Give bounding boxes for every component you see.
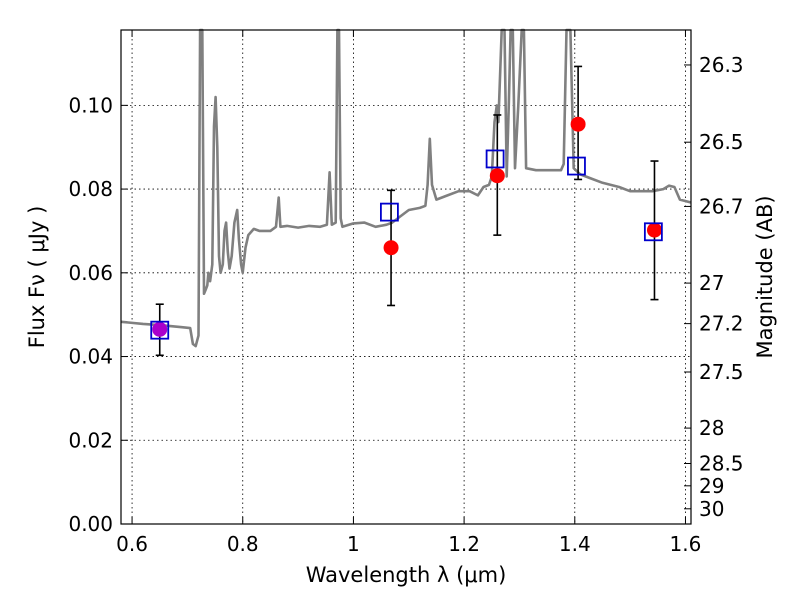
magnitude-tick-label: 26.5 [699, 130, 744, 154]
magnitude-tick-label: 26.3 [699, 53, 744, 77]
model-flux-square [567, 156, 586, 176]
model-spectrum [120, 28, 692, 348]
x-axis-label: Wavelength λ (μm) [306, 563, 507, 587]
observed-flux-point [489, 168, 505, 184]
y-axis-label: Flux Fν ( μJy ) [25, 206, 49, 349]
magnitude-tick-label: 26.7 [699, 194, 744, 218]
magnitude-tick-label: 27.2 [699, 312, 744, 336]
model-flux-square [379, 202, 399, 222]
x-tick-label: 1 [347, 532, 360, 556]
x-tick-label: 1.2 [448, 532, 480, 556]
data-points [150, 116, 663, 340]
y-tick-label: 0.10 [68, 93, 113, 117]
spectrum-line [120, 28, 692, 348]
x-axis-ticks: 0.6 0.8 1 1.2 1.4 1.6 [116, 30, 701, 556]
y-tick-label: 0.06 [68, 261, 113, 285]
observed-flux-point [570, 116, 586, 132]
y-tick-label: 0.08 [68, 177, 113, 201]
x-tick-label: 0.8 [227, 532, 259, 556]
plot-frame [120, 29, 692, 525]
plot-area-background [121, 30, 691, 524]
magnitude-tick-label: 28.5 [699, 451, 744, 475]
y-tick-label: 0.04 [68, 345, 113, 369]
model-flux-square [643, 222, 663, 242]
y-axis-ticks: 0.00 0.02 0.04 0.06 0.08 0.10 [68, 93, 128, 536]
x-tick-label: 0.6 [116, 532, 148, 556]
y-tick-label: 0.02 [68, 428, 113, 452]
magnitude-tick-label: 27 [699, 271, 724, 295]
magnitude-axis-label: Magnitude (AB) [753, 195, 777, 358]
observed-flux-point [646, 222, 662, 238]
magnitude-tick-label: 27.5 [699, 360, 744, 384]
x-tick-label: 1.6 [670, 532, 702, 556]
model-flux-square [150, 320, 170, 340]
magnitude-tick-label: 28 [699, 416, 724, 440]
observed-flux-point [383, 240, 399, 256]
y-tick-label: 0.00 [68, 512, 113, 536]
model-flux-square [485, 149, 505, 169]
magnitude-tick-label: 30 [699, 497, 724, 521]
magnitude-tick-label: 29 [699, 474, 724, 498]
x-tick-label: 1.4 [559, 532, 591, 556]
observed-flux-point [152, 321, 168, 337]
